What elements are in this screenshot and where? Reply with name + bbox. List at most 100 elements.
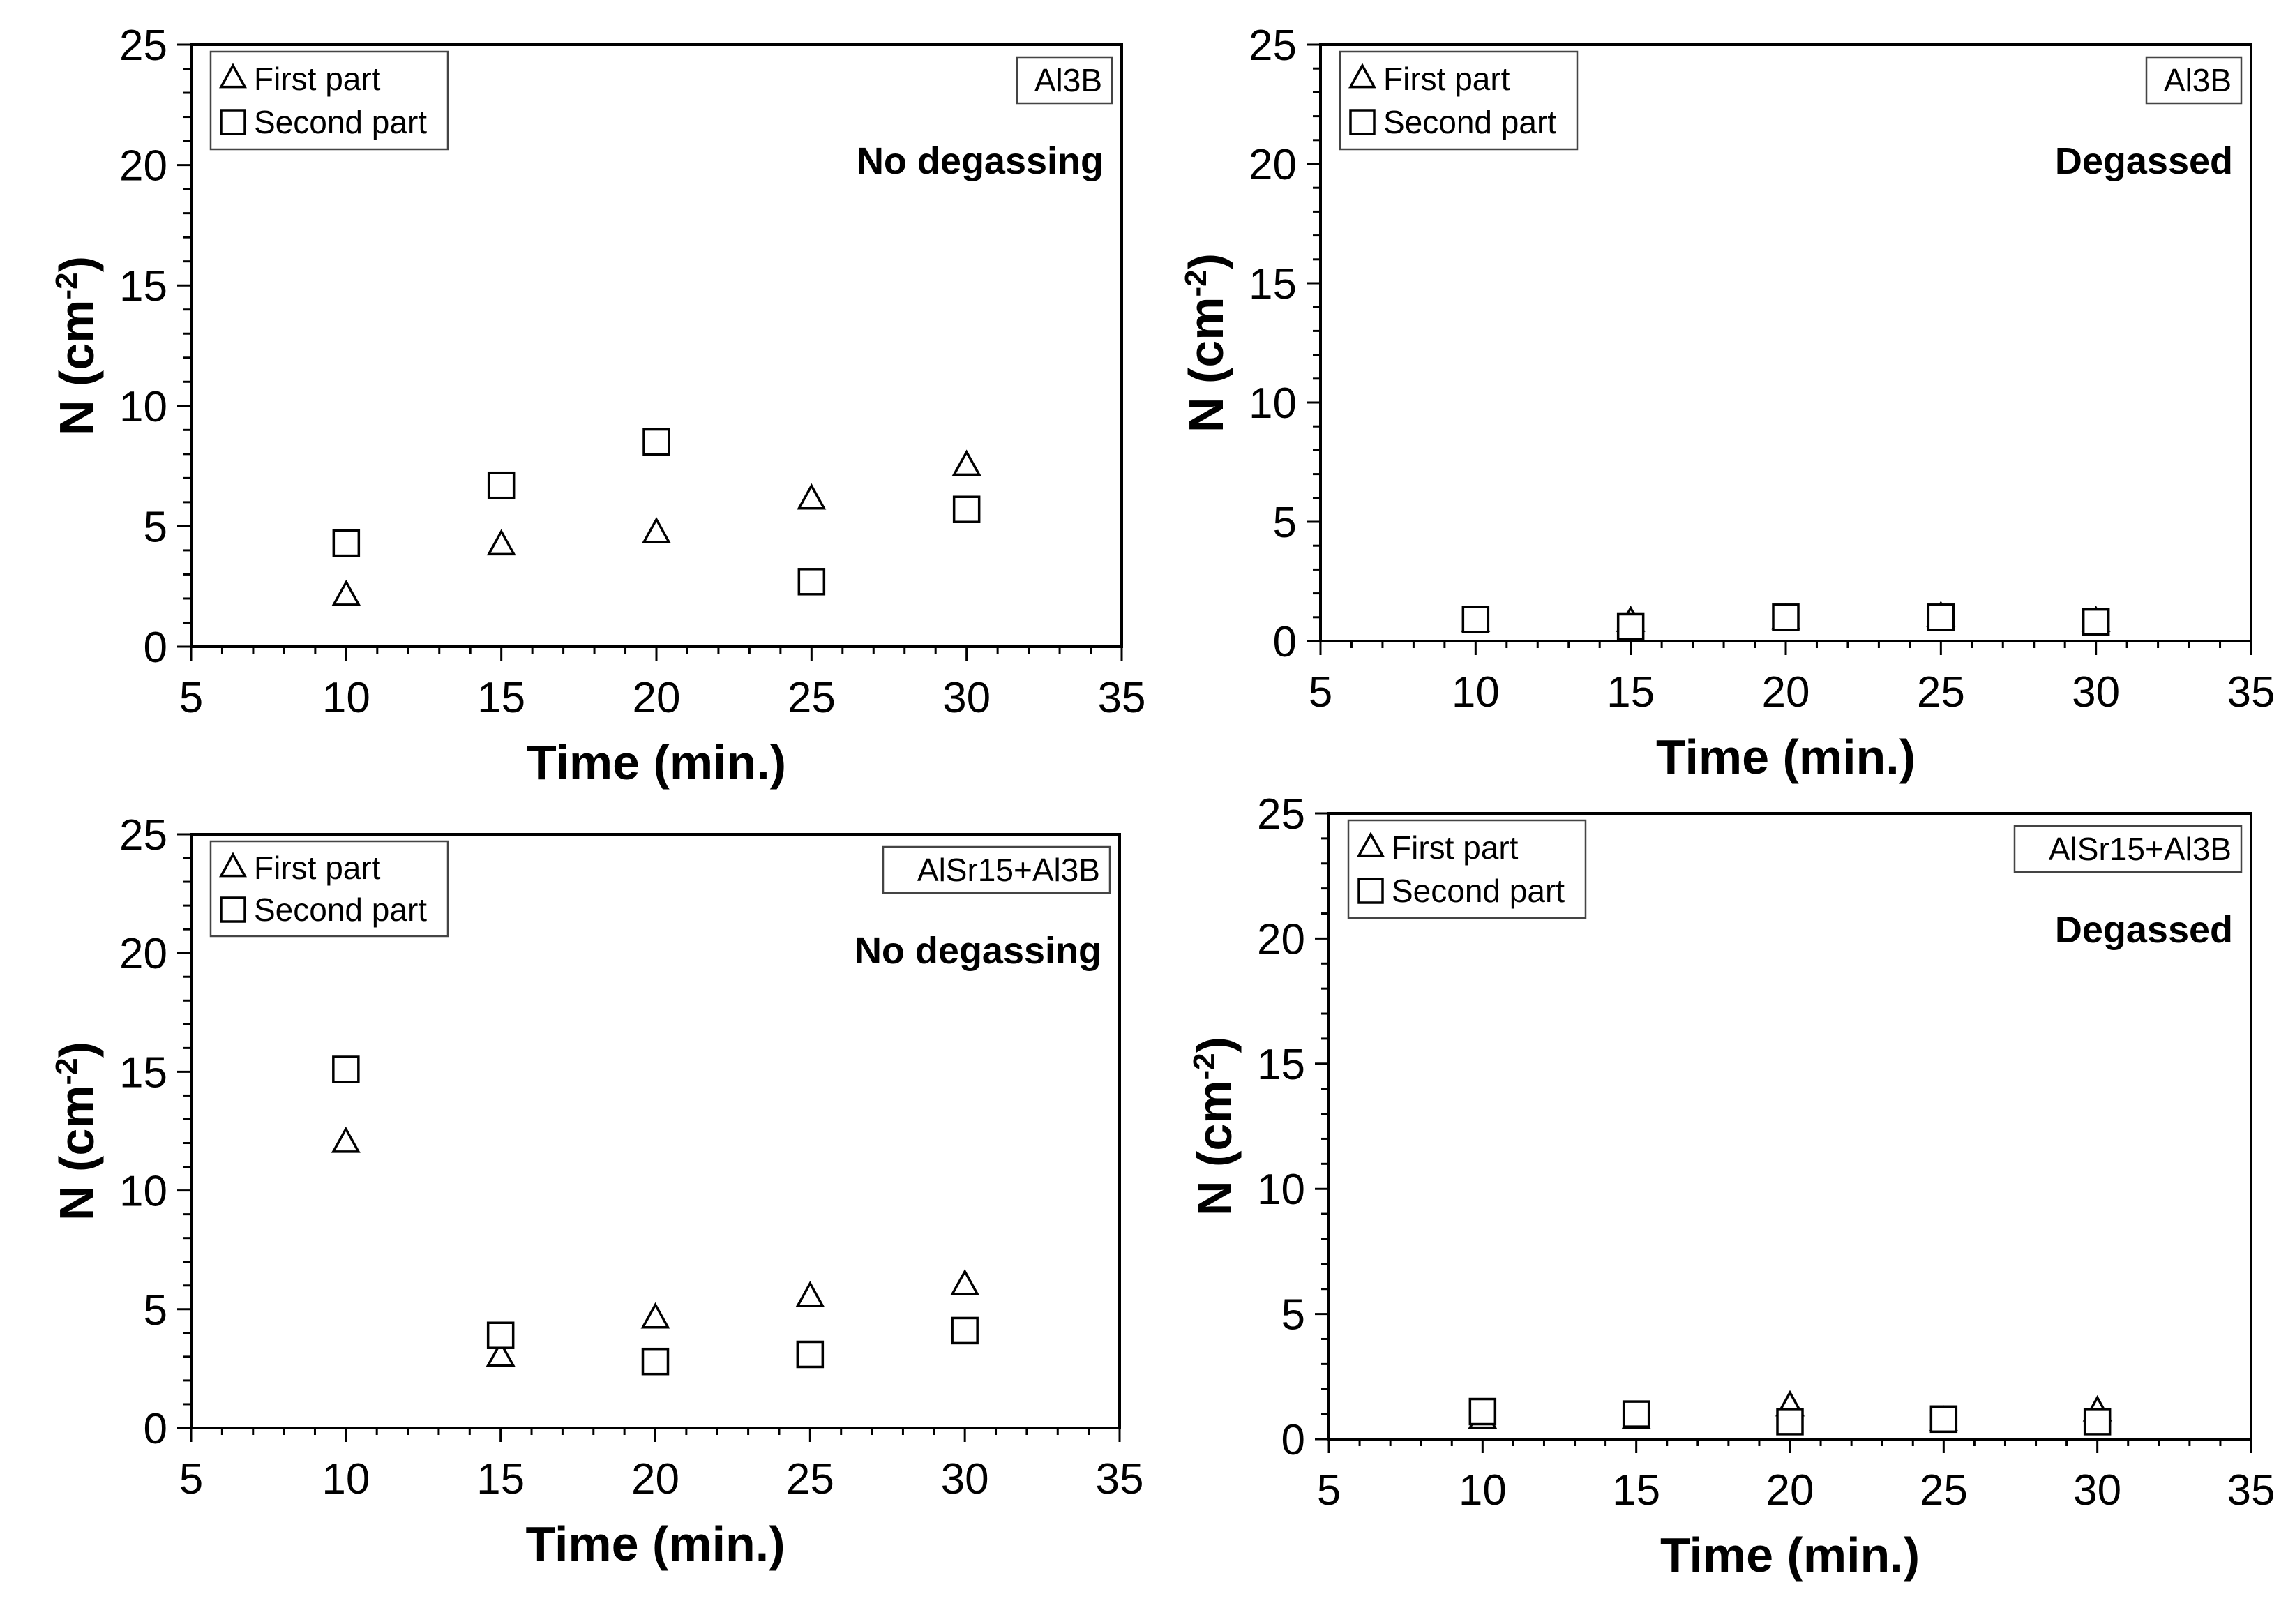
- x-tick-label: 25: [1920, 1466, 1968, 1514]
- y-tick-label: 0: [1273, 618, 1297, 666]
- series-first-part: [331, 1126, 980, 1367]
- x-tick-label: 10: [322, 1455, 370, 1503]
- y-tick-label: 5: [144, 1286, 167, 1334]
- panel-tag-box: [2145, 56, 2243, 105]
- x-tick-label: 20: [1762, 668, 1810, 716]
- x-tick-label: 20: [633, 674, 681, 722]
- condition-label: No degassing: [855, 930, 1101, 972]
- y-tick-label: 25: [1249, 22, 1297, 70]
- legend-box: [1347, 819, 1587, 919]
- x-tick-label: 15: [476, 1455, 525, 1503]
- panel-tag-box: [2013, 825, 2243, 873]
- x-axis-title: Time (min.): [525, 1517, 785, 1571]
- data-point-square: [1468, 1397, 1497, 1426]
- data-point-square: [1616, 612, 1645, 641]
- x-tick-label: 10: [1459, 1466, 1507, 1514]
- data-point-triangle: [486, 529, 516, 556]
- y-tick-label: 15: [1257, 1041, 1305, 1089]
- x-tick-label: 35: [1098, 674, 1146, 722]
- y-tick-label: 5: [144, 503, 167, 551]
- series-second-part: [1461, 603, 2110, 641]
- data-point-triangle: [331, 579, 361, 606]
- x-tick-label: 15: [1606, 668, 1655, 716]
- legend-label: Second part: [254, 892, 427, 928]
- data-point-triangle: [486, 1340, 516, 1367]
- y-axis-title: N (cm-2): [1187, 1037, 1242, 1216]
- condition-label: Degassed: [2055, 909, 2233, 951]
- y-tick-label: 15: [1249, 260, 1297, 308]
- y-tick-label: 15: [119, 1048, 167, 1097]
- legend-label: Second part: [254, 104, 427, 140]
- y-tick-label: 25: [1257, 790, 1305, 839]
- x-tick-label: 20: [1766, 1466, 1814, 1514]
- data-point-square: [952, 495, 981, 523]
- series-first-part: [331, 449, 981, 606]
- y-tick-label: 20: [119, 142, 167, 190]
- legend-triangle-marker: [1348, 63, 1376, 89]
- series-second-part: [332, 1055, 979, 1376]
- legend-square-marker: [1349, 109, 1376, 135]
- panel-tag: Al3B: [2164, 62, 2232, 98]
- data-point-square: [1622, 1400, 1650, 1428]
- data-point-square: [797, 568, 826, 596]
- data-point-square: [641, 1347, 670, 1376]
- legend-label: Second part: [1392, 873, 1565, 909]
- y-axis-title: N (cm-2): [1179, 253, 1234, 433]
- data-point-triangle: [642, 517, 671, 543]
- x-tick-label: 30: [942, 674, 991, 722]
- data-point-triangle: [640, 1302, 670, 1329]
- x-tick-label: 35: [1096, 1455, 1144, 1503]
- data-point-square: [1927, 603, 1955, 631]
- x-axis-title: Time (min.): [1660, 1528, 1920, 1582]
- y-tick-label: 20: [1249, 141, 1297, 189]
- data-point-triangle: [951, 449, 981, 476]
- x-axis-title: Time (min.): [1656, 730, 1916, 784]
- data-point-triangle: [331, 1126, 361, 1153]
- x-tick-label: 10: [1452, 668, 1500, 716]
- x-tick-label: 15: [477, 674, 525, 722]
- data-point-square: [332, 1055, 360, 1083]
- legend-label: Second part: [1383, 104, 1556, 140]
- y-tick-label: 0: [1281, 1416, 1305, 1464]
- panel-tag: AlSr15+Al3B: [2049, 831, 2232, 867]
- y-axis-title: N (cm-2): [50, 1042, 105, 1221]
- x-tick-label: 5: [179, 674, 203, 722]
- legend-box: [209, 50, 449, 151]
- data-point-square: [642, 428, 670, 456]
- y-tick-label: 10: [1249, 379, 1297, 428]
- legend-label: First part: [254, 61, 381, 97]
- y-tick-label: 25: [119, 811, 167, 859]
- data-point-triangle: [797, 483, 827, 510]
- data-point-square: [487, 471, 516, 499]
- y-tick-label: 0: [144, 624, 167, 672]
- series-second-part: [1468, 1397, 2112, 1436]
- legend-square-marker: [220, 896, 246, 923]
- condition-label: Degassed: [2055, 140, 2233, 182]
- y-tick-label: 5: [1281, 1291, 1305, 1339]
- x-tick-label: 25: [1917, 668, 1965, 716]
- y-tick-label: 0: [144, 1405, 167, 1453]
- x-tick-label: 25: [786, 1455, 834, 1503]
- panel-tag: Al3B: [1034, 62, 1102, 98]
- panel-tag-box: [882, 845, 1111, 894]
- y-tick-label: 20: [119, 930, 167, 978]
- x-tick-label: 20: [631, 1455, 679, 1503]
- x-tick-label: 5: [1309, 668, 1332, 716]
- y-tick-label: 15: [119, 262, 167, 310]
- legend-triangle-marker: [219, 852, 247, 878]
- legend-triangle-marker: [219, 63, 247, 89]
- y-axis-title: N (cm-2): [50, 256, 105, 435]
- data-point-triangle: [795, 1281, 825, 1307]
- legend-box: [1339, 50, 1579, 151]
- legend-label: First part: [1383, 61, 1510, 97]
- x-tick-label: 35: [2227, 1466, 2275, 1514]
- data-point-square: [1776, 1408, 1804, 1436]
- panel-tag: AlSr15+Al3B: [917, 852, 1100, 888]
- legend-box: [209, 840, 449, 938]
